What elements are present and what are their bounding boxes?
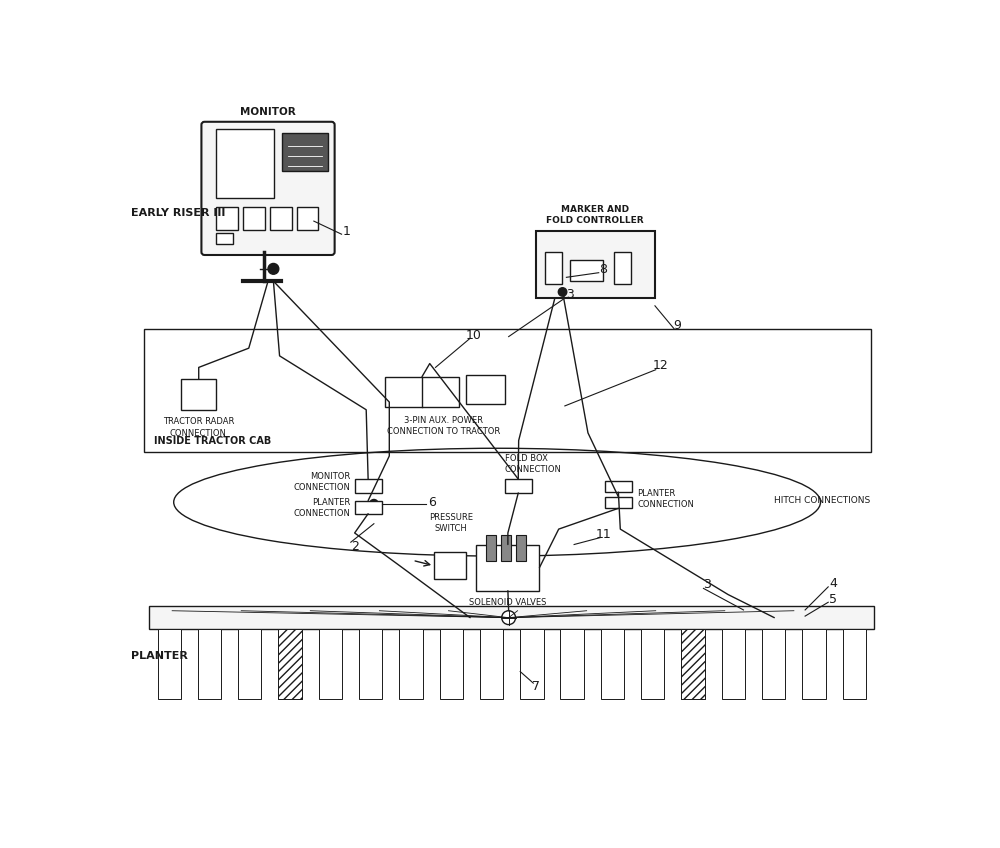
Bar [278,629,302,699]
Bar [297,207,318,231]
Circle shape [502,611,516,625]
Bar [216,207,238,231]
Bar [355,479,382,493]
Bar [605,497,632,508]
Bar [722,629,745,699]
Bar [238,629,261,699]
Bar [282,132,328,171]
Text: 8: 8 [599,263,607,276]
Text: 11: 11 [595,528,611,541]
Circle shape [558,287,567,296]
Bar [319,629,342,699]
Text: EARLY RISER III: EARLY RISER III [131,209,226,219]
Text: PLANTER: PLANTER [131,651,188,661]
Text: 1: 1 [343,225,351,237]
Bar [440,629,463,699]
Text: 3-PIN AUX. POWER
CONNECTION TO TRACTOR: 3-PIN AUX. POWER CONNECTION TO TRACTOR [387,416,500,436]
Text: PRESSURE
SWITCH: PRESSURE SWITCH [429,513,473,533]
Bar [158,629,181,699]
Bar [355,500,382,514]
Bar [570,259,603,282]
Bar [385,377,459,407]
Bar [216,129,274,198]
Bar [198,629,221,699]
Text: 2: 2 [351,539,359,553]
Text: 9: 9 [673,319,681,332]
Bar [149,606,874,629]
Text: 10: 10 [466,328,482,342]
Bar [762,629,785,699]
Bar [520,629,544,699]
Bar [536,232,655,298]
Bar [486,535,496,561]
Bar [476,544,539,591]
Bar [505,479,532,493]
Bar [181,379,216,410]
Text: 3: 3 [703,578,711,591]
Circle shape [370,499,378,508]
Text: 7: 7 [532,680,540,694]
Text: 5: 5 [829,593,837,605]
Text: 13: 13 [560,287,576,301]
Bar [545,252,562,284]
Text: HITCH CONNECTIONS: HITCH CONNECTIONS [774,496,871,505]
Bar [641,629,664,699]
Bar [278,629,302,699]
Bar [144,329,871,452]
Bar [681,629,705,699]
Bar [681,629,705,699]
Bar [560,629,584,699]
Bar [601,629,624,699]
Text: SOLENOID VALVES: SOLENOID VALVES [469,599,547,607]
Circle shape [268,264,279,274]
Bar [216,232,233,244]
Bar [516,535,526,561]
FancyBboxPatch shape [201,122,335,255]
Bar [614,252,631,284]
Text: MARKER AND
FOLD CONTROLLER: MARKER AND FOLD CONTROLLER [546,205,644,225]
Text: MONITOR: MONITOR [240,107,296,117]
Text: TRACTOR RADAR
CONNECTION: TRACTOR RADAR CONNECTION [163,417,234,438]
Text: 12: 12 [652,360,668,372]
Bar [270,207,292,231]
Text: PLANTER
CONNECTION: PLANTER CONNECTION [294,499,351,518]
Bar [843,629,866,699]
Bar [466,375,505,404]
Bar [501,535,511,561]
Bar [802,629,826,699]
Text: FOLD BOX
CONNECTION: FOLD BOX CONNECTION [505,455,562,474]
Bar [399,629,423,699]
Bar [480,629,503,699]
Text: MONITOR
CONNECTION: MONITOR CONNECTION [294,472,351,492]
Text: PLANTER
CONNECTION: PLANTER CONNECTION [637,489,694,509]
Bar [605,481,632,492]
Bar [359,629,382,699]
Bar [434,552,466,579]
Text: 6: 6 [428,496,436,509]
Text: INSIDE TRACTOR CAB: INSIDE TRACTOR CAB [154,436,271,446]
Text: 4: 4 [829,577,837,590]
Bar [243,207,265,231]
